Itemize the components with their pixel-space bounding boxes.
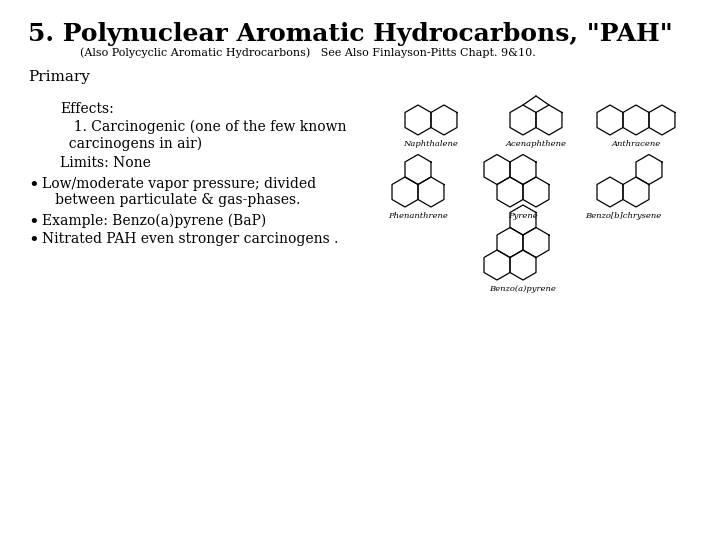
Text: •: • [28, 214, 39, 232]
Text: Primary: Primary [28, 70, 90, 84]
Text: carcinogens in air): carcinogens in air) [60, 137, 202, 151]
Text: Naphthalene: Naphthalene [403, 140, 459, 148]
Text: Benzo(a)pyrene: Benzo(a)pyrene [490, 285, 557, 293]
Text: Example: Benzo(a)pyrene (BaP): Example: Benzo(a)pyrene (BaP) [42, 214, 266, 228]
Text: Anthracene: Anthracene [611, 140, 661, 148]
Text: •: • [28, 177, 39, 195]
Text: Acenaphthene: Acenaphthene [505, 140, 567, 148]
Text: Limits: None: Limits: None [60, 156, 151, 170]
Text: Pyrene: Pyrene [508, 212, 538, 220]
Text: 1. Carcinogenic (one of the few known: 1. Carcinogenic (one of the few known [65, 120, 346, 134]
Text: (Also Polycyclic Aromatic Hydrocarbons)   See Also Finlayson-Pitts Chapt. 9&10.: (Also Polycyclic Aromatic Hydrocarbons) … [80, 47, 536, 58]
Text: •: • [28, 232, 39, 250]
Text: Effects:: Effects: [60, 102, 114, 116]
Text: Benzo[b]chrysene: Benzo[b]chrysene [585, 212, 661, 220]
Text: Phenanthrene: Phenanthrene [388, 212, 448, 220]
Text: Nitrated PAH even stronger carcinogens .: Nitrated PAH even stronger carcinogens . [42, 232, 338, 246]
Text: 5. Polynuclear Aromatic Hydrocarbons, "PAH": 5. Polynuclear Aromatic Hydrocarbons, "P… [28, 22, 672, 46]
Text: Low/moderate vapor pressure; divided
   between particulate & gas-phases.: Low/moderate vapor pressure; divided bet… [42, 177, 316, 207]
